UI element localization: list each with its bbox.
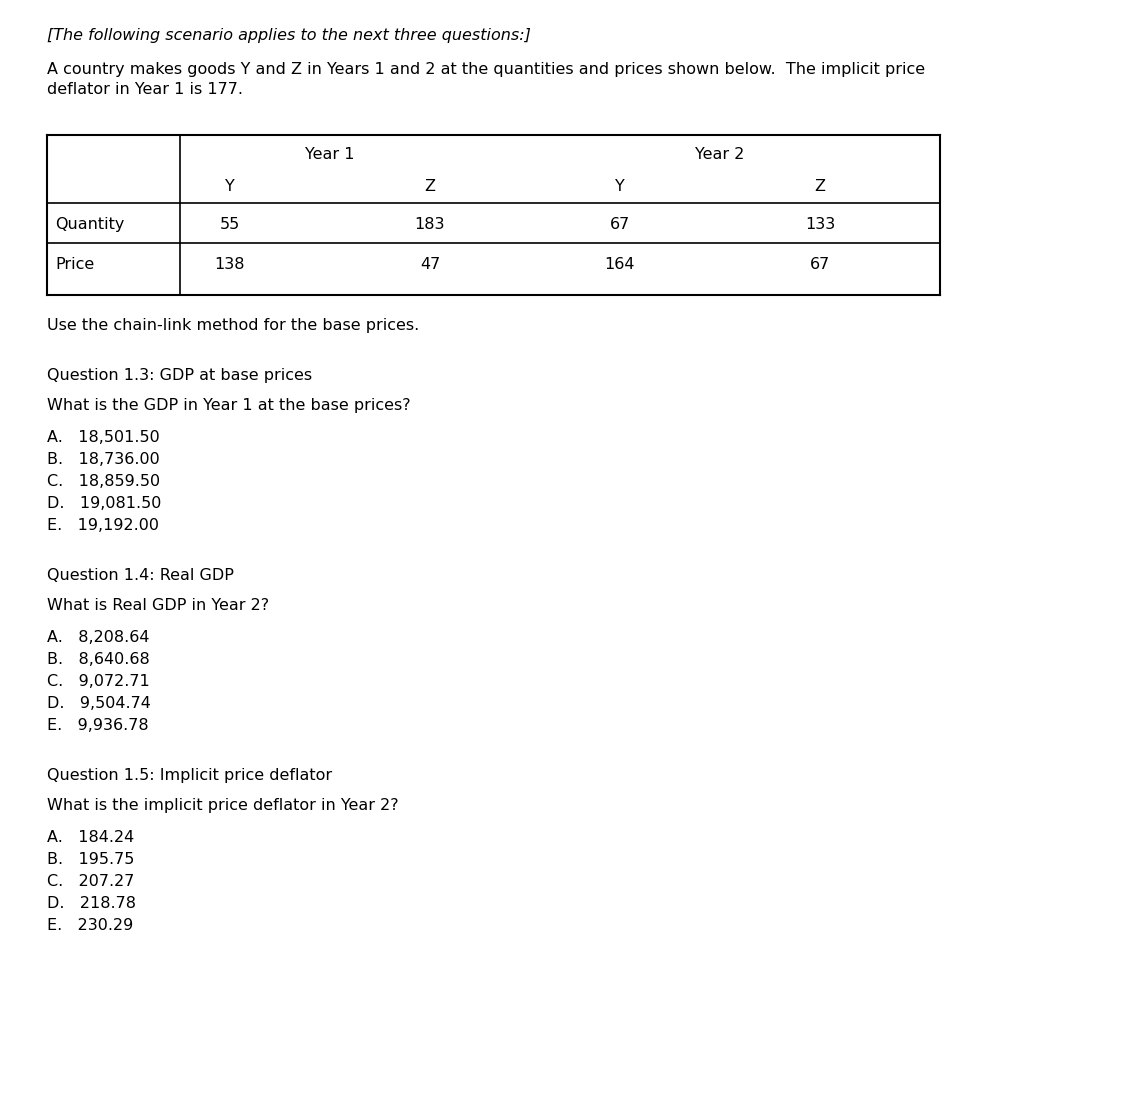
Text: A country makes goods Y and Z in Years 1 and 2 at the quantities and prices show: A country makes goods Y and Z in Years 1… <box>47 62 926 77</box>
Text: 164: 164 <box>605 256 636 272</box>
Text: Year 2: Year 2 <box>696 147 745 162</box>
Text: Question 1.5: Implicit price deflator: Question 1.5: Implicit price deflator <box>47 768 332 783</box>
Text: Use the chain-link method for the base prices.: Use the chain-link method for the base p… <box>47 318 420 333</box>
Text: Z: Z <box>424 179 435 194</box>
Text: What is the GDP in Year 1 at the base prices?: What is the GDP in Year 1 at the base pr… <box>47 398 410 413</box>
Text: What is the implicit price deflator in Year 2?: What is the implicit price deflator in Y… <box>47 797 399 813</box>
Text: D.   19,081.50: D. 19,081.50 <box>47 496 161 511</box>
Text: deflator in Year 1 is 177.: deflator in Year 1 is 177. <box>47 82 243 97</box>
Text: 47: 47 <box>420 256 440 272</box>
Text: Y: Y <box>225 179 235 194</box>
Text: E.   19,192.00: E. 19,192.00 <box>47 517 159 533</box>
Text: Question 1.3: GDP at base prices: Question 1.3: GDP at base prices <box>47 368 313 383</box>
Text: Z: Z <box>814 179 825 194</box>
Text: C.   18,859.50: C. 18,859.50 <box>47 474 160 489</box>
Text: Year 1: Year 1 <box>305 147 355 162</box>
Text: Y: Y <box>615 179 625 194</box>
Text: Quantity: Quantity <box>55 217 124 232</box>
Text: 67: 67 <box>609 217 630 232</box>
Text: D.   218.78: D. 218.78 <box>47 896 136 911</box>
Text: What is Real GDP in Year 2?: What is Real GDP in Year 2? <box>47 598 269 613</box>
Text: C.   207.27: C. 207.27 <box>47 874 134 889</box>
Text: A.   18,501.50: A. 18,501.50 <box>47 430 160 445</box>
Text: [The following scenario applies to the next three questions:]: [The following scenario applies to the n… <box>47 28 531 43</box>
Text: D.   9,504.74: D. 9,504.74 <box>47 696 151 711</box>
Text: Question 1.4: Real GDP: Question 1.4: Real GDP <box>47 568 234 584</box>
Text: 183: 183 <box>415 217 446 232</box>
Text: C.   9,072.71: C. 9,072.71 <box>47 674 150 689</box>
Text: 138: 138 <box>215 256 246 272</box>
Text: E.   230.29: E. 230.29 <box>47 918 133 933</box>
Text: A.   8,208.64: A. 8,208.64 <box>47 629 149 645</box>
Text: 55: 55 <box>219 217 240 232</box>
Text: E.   9,936.78: E. 9,936.78 <box>47 718 149 732</box>
Text: Price: Price <box>55 256 94 272</box>
Text: 133: 133 <box>805 217 835 232</box>
Text: B.   18,736.00: B. 18,736.00 <box>47 452 160 467</box>
Text: 67: 67 <box>810 256 830 272</box>
Text: B.   8,640.68: B. 8,640.68 <box>47 652 150 668</box>
Text: B.   195.75: B. 195.75 <box>47 852 134 867</box>
Text: A.   184.24: A. 184.24 <box>47 830 134 844</box>
